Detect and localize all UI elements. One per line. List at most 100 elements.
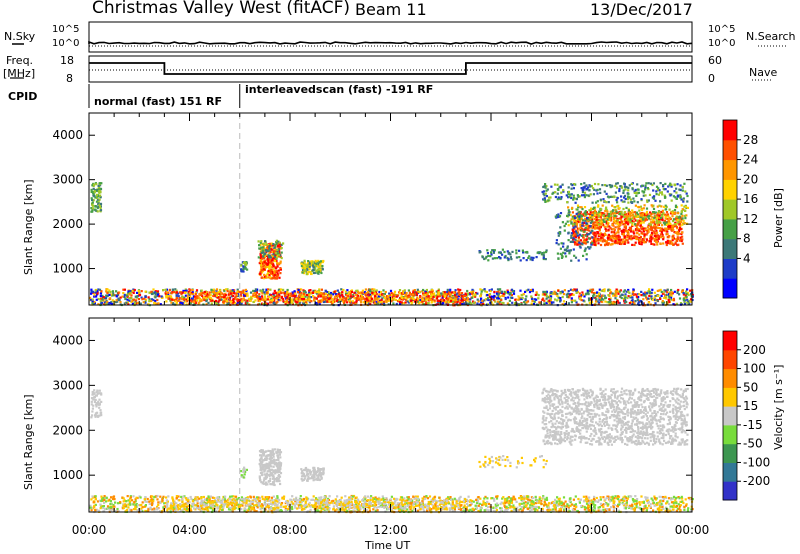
power-data-point xyxy=(263,261,266,264)
power-data-point xyxy=(90,298,93,301)
power-data-point xyxy=(99,196,102,199)
power-data-point xyxy=(569,240,572,243)
power-data-point xyxy=(254,288,257,291)
power-data-point xyxy=(371,297,374,300)
power-data-point xyxy=(266,302,269,305)
power-data-point xyxy=(187,290,190,294)
power-data-point xyxy=(576,215,580,218)
power-data-point xyxy=(599,239,602,242)
power-data-point xyxy=(282,300,285,303)
power-data-point xyxy=(500,298,503,302)
power-data-point xyxy=(506,302,509,305)
power-data-point xyxy=(223,298,226,301)
power-data-point xyxy=(262,268,266,271)
power-data-point xyxy=(187,292,190,295)
velocity-data-point xyxy=(272,470,275,474)
power-data-point xyxy=(633,191,636,194)
power-data-point xyxy=(285,299,288,302)
power-data-point xyxy=(502,292,505,295)
power-data-point xyxy=(191,289,194,292)
power-data-point xyxy=(310,296,313,299)
power-data-point xyxy=(559,247,562,250)
power-data-point xyxy=(392,293,395,297)
power-data-point xyxy=(631,243,634,246)
power-data-point xyxy=(195,289,199,292)
power-data-point xyxy=(613,231,616,234)
power-data-point xyxy=(356,289,359,292)
power-data-point xyxy=(582,186,585,189)
power-data-point xyxy=(680,239,683,243)
power-data-point xyxy=(519,259,522,262)
power-data-point xyxy=(673,290,676,293)
power-data-point xyxy=(421,300,424,303)
power-data-point xyxy=(327,295,331,298)
power-data-point xyxy=(668,242,671,245)
power-data-point xyxy=(691,298,694,302)
power-data-point xyxy=(264,296,267,300)
power-data-point xyxy=(578,221,581,224)
power-data-point xyxy=(261,297,264,300)
power-data-point xyxy=(235,292,238,295)
power-data-point xyxy=(645,298,649,301)
power-data-point xyxy=(313,298,316,301)
power-data-point xyxy=(566,214,569,217)
power-data-point xyxy=(616,201,619,204)
power-data-point xyxy=(585,258,588,261)
power-data-point xyxy=(266,265,269,268)
power-data-point xyxy=(268,256,271,259)
power-data-point xyxy=(365,297,368,300)
power-data-point xyxy=(557,188,560,191)
power-data-point xyxy=(664,213,667,216)
power-data-point xyxy=(92,199,95,202)
power-data-point xyxy=(579,239,583,242)
power-data-point xyxy=(542,297,545,300)
power-data-point xyxy=(535,291,538,294)
power-data-point xyxy=(265,250,268,253)
power-data-point xyxy=(632,289,635,292)
power-data-point xyxy=(586,188,589,191)
power-data-point xyxy=(341,291,344,294)
power-data-point xyxy=(607,223,610,226)
power-data-point xyxy=(233,298,236,301)
power-data-point xyxy=(382,302,386,305)
power-data-point xyxy=(224,288,228,291)
power-data-point xyxy=(97,303,100,306)
power-data-point xyxy=(188,294,191,297)
power-data-point xyxy=(566,201,569,204)
power-data-point xyxy=(426,293,429,296)
power-data-point xyxy=(597,231,600,234)
power-data-point xyxy=(618,188,621,191)
power-data-point xyxy=(553,292,556,295)
power-data-point xyxy=(648,214,651,218)
power-data-point xyxy=(343,302,346,305)
power-data-point xyxy=(650,295,653,298)
power-data-point xyxy=(611,302,614,305)
power-data-point xyxy=(113,294,116,297)
velocity-data-point xyxy=(269,473,273,476)
power-data-point xyxy=(538,301,541,304)
power-data-point xyxy=(207,293,210,296)
power-data-point xyxy=(189,295,192,298)
power-data-point xyxy=(91,301,94,304)
power-data-point xyxy=(659,212,662,215)
power-data-point xyxy=(594,239,597,243)
power-data-point xyxy=(651,298,655,301)
power-data-point xyxy=(364,288,367,291)
power-data-point xyxy=(277,262,280,265)
power-data-point xyxy=(676,291,679,295)
power-data-point xyxy=(567,190,570,193)
power-data-point xyxy=(614,191,617,194)
power-data-point xyxy=(387,299,390,302)
power-data-point xyxy=(338,291,341,294)
power-data-point xyxy=(523,301,526,304)
power-data-point xyxy=(218,299,221,302)
power-data-point xyxy=(656,243,659,246)
power-data-point xyxy=(315,302,318,305)
power-data-point xyxy=(603,239,606,243)
power-data-point xyxy=(644,186,647,189)
power-data-point xyxy=(567,224,570,227)
power-data-point xyxy=(300,262,303,265)
power-data-point xyxy=(662,212,665,215)
power-data-point xyxy=(641,213,644,216)
power-data-point xyxy=(685,192,688,195)
